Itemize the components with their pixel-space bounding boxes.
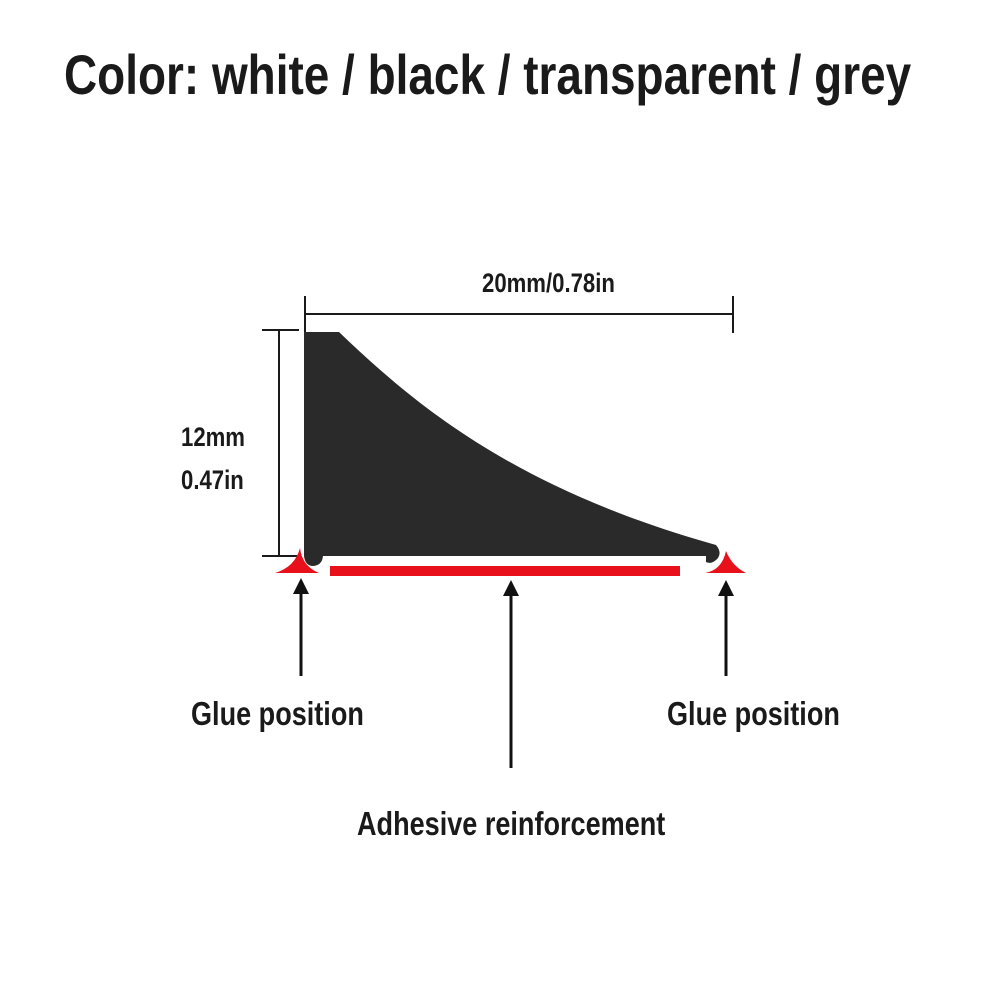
adhesive-reinforcement-label: Adhesive reinforcement <box>357 805 666 842</box>
arrow-glue-left <box>293 578 309 676</box>
glue-right <box>705 551 746 573</box>
arrow-glue-right <box>718 580 734 676</box>
glue-left <box>275 548 319 573</box>
width-dimension-line <box>304 296 734 333</box>
height-mm-label: 12mm <box>181 422 245 452</box>
width-label: 20mm/0.78in <box>482 268 615 298</box>
arrow-adhesive <box>503 580 519 768</box>
glue-position-right-label: Glue position <box>667 695 840 732</box>
glue-position-left-label: Glue position <box>191 695 364 732</box>
height-in-label: 0.47in <box>181 465 244 495</box>
title: Color: white / black / transparent / gre… <box>64 43 912 106</box>
seal-profile <box>304 332 720 566</box>
height-dimension-line <box>262 329 299 557</box>
adhesive-strip <box>330 566 680 576</box>
